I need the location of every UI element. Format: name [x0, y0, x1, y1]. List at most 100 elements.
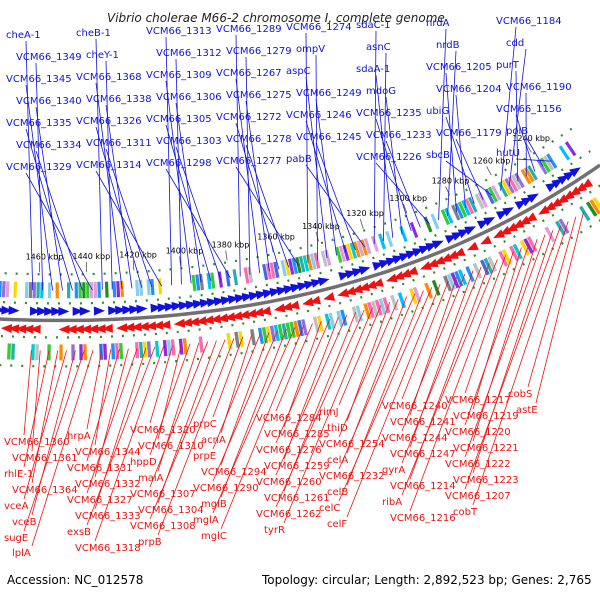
leader-line: [94, 348, 129, 478]
feature-block: [59, 344, 63, 361]
leader-line: [375, 162, 430, 225]
forward-gene-arrow: [1, 305, 13, 315]
leader-line: [305, 164, 366, 248]
reverse-gene-label: VCM66_1259: [264, 461, 330, 472]
leader-line: [25, 172, 93, 291]
forward-gene-label: VCM66_1278: [226, 134, 292, 145]
forward-gene-label: nrdB: [436, 40, 460, 51]
reverse-gene-arrow: [480, 235, 492, 245]
forward-gene-label: VCM66_1329: [6, 162, 72, 173]
feature-block: [28, 282, 33, 299]
reverse-gene-label: celA: [327, 455, 348, 466]
reverse-gene-arrow: [426, 258, 439, 267]
leader-line: [212, 336, 244, 418]
reverse-gene-labels: VCM66_1360 VCM66_1361 rhlE-1 VCM66_1364 vceA…: [4, 389, 538, 559]
feature-block: [170, 339, 176, 356]
feature-block: [257, 327, 264, 344]
forward-gene-arrow: [569, 167, 581, 178]
forward-gene-arrow: [129, 305, 141, 315]
feature-block: [238, 331, 244, 348]
feature-block: [74, 282, 78, 299]
reverse-gene-arrow: [288, 300, 300, 310]
forward-gene-label: VCM66_1275: [226, 90, 292, 101]
feature-block: [7, 343, 11, 360]
forward-gene-label: VCM66_1326: [76, 116, 142, 127]
feature-block: [539, 157, 551, 173]
forward-gene-arrow: [164, 302, 176, 312]
forward-label-leaders: [25, 26, 552, 291]
leader-line: [149, 341, 209, 488]
leader-line: [235, 34, 241, 277]
leader-line: [86, 346, 156, 526]
leader-line: [95, 170, 163, 287]
feature-block: [297, 319, 304, 337]
reverse-gene-arrow: [392, 271, 405, 280]
reverse-gene-label: VCM66_1207: [445, 491, 511, 502]
feature-block: [512, 243, 523, 260]
feature-block: [457, 269, 468, 286]
feature-block: [474, 193, 485, 210]
reverse-gene-label: exsB: [67, 527, 91, 538]
feature-block: [491, 185, 502, 201]
reverse-gene-arrow: [365, 280, 377, 289]
forward-gene-arrow: [51, 306, 63, 316]
forward-gene-label: cheB-1: [76, 28, 111, 39]
reverse-gene-arrow: [467, 241, 479, 251]
forward-gene-label: VCM66_1246: [286, 110, 352, 121]
leader-line: [535, 211, 584, 404]
reverse-gene-label: prpB: [138, 537, 162, 548]
tick-marks: 1460 kbp 1440 kbp 1420 kbp 1400 kbp 1380 kbp…: [26, 134, 550, 273]
reverse-gene-label: hppD: [130, 457, 157, 468]
leader-line: [305, 76, 328, 259]
feature-block: [349, 242, 358, 259]
leader-line: [212, 327, 296, 514]
feature-block: [284, 259, 291, 276]
feature-block: [430, 213, 440, 230]
feature-block: [328, 312, 336, 329]
reverse-gene-label: vceB: [12, 517, 37, 528]
forward-gene-label: pabB: [286, 154, 312, 165]
genome-stats-label: Topology: circular; Length: 2,892,523 bp…: [262, 573, 592, 587]
reverse-gene-arrow: [22, 324, 34, 334]
leader-line: [105, 148, 153, 288]
leader-line: [338, 304, 382, 406]
leader-line: [95, 38, 103, 290]
leader-line: [283, 307, 374, 524]
reverse-gene-label: mglC: [201, 531, 227, 542]
reverse-gene-arrow: [493, 229, 506, 239]
leader-line: [95, 82, 123, 289]
leader-line: [315, 98, 337, 256]
feature-block: [340, 309, 348, 326]
reverse-gene-arrow: [15, 324, 27, 334]
feature-block: [79, 344, 83, 361]
feature-block: [154, 340, 160, 357]
reverse-gene-arrow: [58, 324, 70, 334]
reverse-gene-label: mglB: [201, 499, 227, 510]
reverse-gene-arrow: [550, 197, 563, 208]
leader-line: [385, 96, 403, 235]
feature-block: [55, 282, 59, 299]
leader-line: [385, 140, 421, 228]
feature-block: [558, 145, 571, 161]
feature-block: [409, 221, 419, 238]
reverse-gene-label: VCM66_1261: [264, 493, 330, 504]
leader-line: [338, 293, 416, 470]
reverse-gene-label: VCM66_1223: [453, 475, 519, 486]
feature-block: [40, 282, 44, 299]
feature-block: [47, 344, 51, 361]
feature-block: [497, 181, 509, 198]
feature-block: [520, 168, 532, 185]
feature-block: [47, 282, 52, 299]
reverse-gene-label: VCM66_1290: [193, 483, 259, 494]
forward-gene-label: VCM66_1245: [296, 132, 362, 143]
forward-gene-label: polB: [506, 126, 528, 137]
reverse-gene-arrow: [87, 324, 99, 334]
leader-line: [23, 350, 85, 532]
forward-gene-arrow: [185, 300, 198, 310]
feature-block: [589, 199, 600, 215]
leader-line: [275, 319, 331, 444]
reverse-gene-arrow: [252, 307, 265, 317]
reverse-gene-label: celC: [319, 503, 340, 514]
feature-block: [527, 165, 538, 181]
feature-block: [546, 153, 558, 169]
